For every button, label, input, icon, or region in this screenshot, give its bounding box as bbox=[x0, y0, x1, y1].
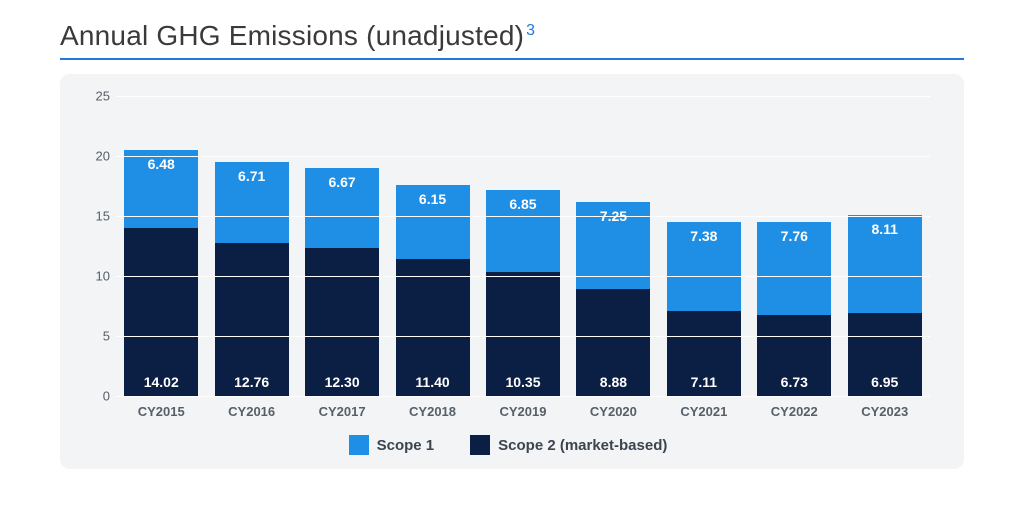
bar-segment: 6.67 bbox=[305, 168, 379, 248]
bar-value-label: 7.38 bbox=[690, 228, 717, 244]
bar-segment: 12.30 bbox=[305, 248, 379, 396]
grid-line bbox=[116, 336, 930, 337]
y-tick-label: 10 bbox=[82, 269, 110, 284]
grid-line bbox=[116, 276, 930, 277]
bar-column: 14.02 6.48 bbox=[116, 150, 206, 396]
bar-segment: 8.11 bbox=[848, 215, 922, 312]
bar-stack: 6.73 7.76 bbox=[757, 222, 831, 396]
x-tick-label: CY2022 bbox=[749, 404, 839, 419]
grid-line bbox=[116, 156, 930, 157]
x-tick-label: CY2019 bbox=[478, 404, 568, 419]
x-tick-label: CY2021 bbox=[659, 404, 749, 419]
legend-label: Scope 2 (market-based) bbox=[498, 437, 667, 454]
bar-segment: 11.40 bbox=[396, 259, 470, 396]
bar-value-label: 7.11 bbox=[691, 374, 717, 390]
chart-title: Annual GHG Emissions (unadjusted) bbox=[60, 20, 524, 52]
bar-value-label: 6.73 bbox=[781, 374, 808, 390]
y-tick-label: 0 bbox=[82, 389, 110, 404]
legend-label: Scope 1 bbox=[377, 437, 435, 454]
bar-value-label: 8.88 bbox=[600, 374, 627, 390]
bar-segment: 7.11 bbox=[667, 311, 741, 396]
bar-segment: 6.73 bbox=[757, 315, 831, 396]
bar-value-label: 12.30 bbox=[325, 374, 360, 390]
x-axis-labels: CY2015CY2016CY2017CY2018CY2019CY2020CY20… bbox=[116, 404, 930, 419]
legend-item: Scope 2 (market-based) bbox=[470, 435, 667, 455]
x-tick-label: CY2023 bbox=[840, 404, 930, 419]
bar-value-label: 7.76 bbox=[781, 228, 808, 244]
legend: Scope 1 Scope 2 (market-based) bbox=[80, 435, 936, 455]
x-tick-label: CY2016 bbox=[206, 404, 296, 419]
bar-column: 6.73 7.76 bbox=[749, 222, 839, 396]
bar-stack: 12.76 6.71 bbox=[215, 162, 289, 396]
y-tick-label: 5 bbox=[82, 329, 110, 344]
bar-segment: 8.88 bbox=[576, 289, 650, 396]
bar-segment: 7.76 bbox=[757, 222, 831, 315]
bar-column: 12.30 6.67 bbox=[297, 168, 387, 396]
bar-segment: 6.15 bbox=[396, 185, 470, 259]
bar-column: 6.95 8.11 bbox=[840, 215, 930, 396]
bar-value-label: 6.71 bbox=[238, 168, 265, 184]
chart-title-row: Annual GHG Emissions (unadjusted) 3 bbox=[60, 20, 964, 52]
legend-swatch bbox=[349, 435, 369, 455]
y-tick-label: 20 bbox=[82, 149, 110, 164]
bar-value-label: 11.40 bbox=[415, 374, 449, 390]
bar-segment: 6.71 bbox=[215, 162, 289, 243]
bar-segment: 14.02 bbox=[124, 228, 198, 396]
bar-stack: 12.30 6.67 bbox=[305, 168, 379, 396]
x-tick-label: CY2017 bbox=[297, 404, 387, 419]
chart-card: 14.02 6.48 12.76 6.71 12.30 6.67 11.40 6.15 10.3… bbox=[60, 74, 964, 469]
footnote-marker: 3 bbox=[526, 22, 535, 40]
bar-column: 7.11 7.38 bbox=[659, 222, 749, 396]
x-tick-label: CY2020 bbox=[568, 404, 658, 419]
bar-stack: 14.02 6.48 bbox=[124, 150, 198, 396]
title-underline bbox=[60, 58, 964, 60]
bar-stack: 10.35 6.85 bbox=[486, 190, 560, 396]
legend-item: Scope 1 bbox=[349, 435, 435, 455]
bar-value-label: 6.67 bbox=[328, 174, 355, 190]
bars-row: 14.02 6.48 12.76 6.71 12.30 6.67 11.40 6.15 10.3… bbox=[116, 96, 930, 396]
bar-value-label: 6.95 bbox=[871, 374, 898, 390]
bar-value-label: 6.15 bbox=[419, 191, 446, 207]
bar-value-label: 12.76 bbox=[234, 374, 269, 390]
y-tick-label: 25 bbox=[82, 89, 110, 104]
y-tick-label: 15 bbox=[82, 209, 110, 224]
grid-line bbox=[116, 396, 930, 397]
grid-line bbox=[116, 96, 930, 97]
bar-segment: 10.35 bbox=[486, 272, 560, 396]
bar-value-label: 14.02 bbox=[144, 374, 179, 390]
legend-swatch bbox=[470, 435, 490, 455]
bar-column: 10.35 6.85 bbox=[478, 190, 568, 396]
bar-stack: 7.11 7.38 bbox=[667, 222, 741, 396]
bar-stack: 6.95 8.11 bbox=[848, 215, 922, 396]
bar-value-label: 10.35 bbox=[505, 374, 540, 390]
bar-segment: 12.76 bbox=[215, 243, 289, 396]
bar-column: 8.887.25 bbox=[568, 202, 658, 396]
bar-segment: 6.95 bbox=[848, 313, 922, 396]
bar-value-label: 8.11 bbox=[871, 221, 897, 237]
grid-line bbox=[116, 216, 930, 217]
bar-value-label: 6.48 bbox=[148, 156, 175, 172]
bar-segment: 7.38 bbox=[667, 222, 741, 311]
x-tick-label: CY2015 bbox=[116, 404, 206, 419]
x-tick-label: CY2018 bbox=[387, 404, 477, 419]
bar-value-label: 6.85 bbox=[509, 196, 536, 212]
plot-area: 14.02 6.48 12.76 6.71 12.30 6.67 11.40 6.15 10.3… bbox=[116, 96, 930, 396]
bar-column: 12.76 6.71 bbox=[206, 162, 296, 396]
bar-segment: 6.85 bbox=[486, 190, 560, 272]
bar-stack: 8.887.25 bbox=[576, 202, 650, 396]
